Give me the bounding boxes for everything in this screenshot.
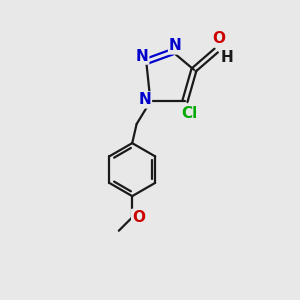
Text: N: N — [135, 49, 148, 64]
Text: N: N — [138, 92, 151, 107]
Text: H: H — [221, 50, 234, 65]
Text: O: O — [213, 31, 226, 46]
Text: N: N — [169, 38, 182, 53]
Text: O: O — [132, 210, 145, 225]
Text: Cl: Cl — [181, 106, 197, 121]
